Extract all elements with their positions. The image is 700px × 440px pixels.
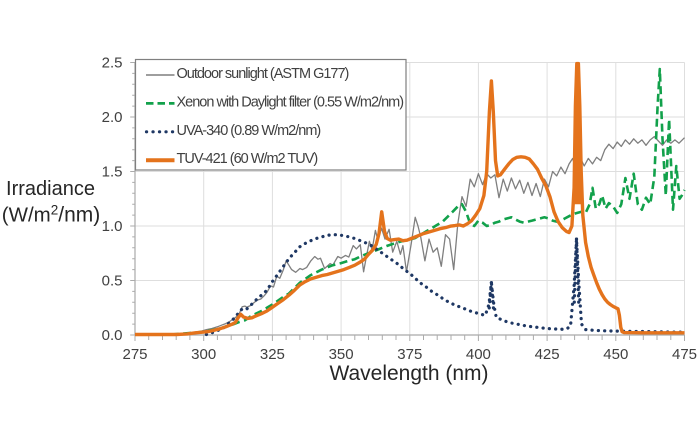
svg-text:275: 275 xyxy=(122,346,147,363)
svg-text:1.5: 1.5 xyxy=(102,164,123,181)
svg-text:Xenon with Daylight filter (0.: Xenon with Daylight filter (0.55 W/m2/nm… xyxy=(177,94,404,110)
svg-text:475: 475 xyxy=(672,346,697,363)
svg-text:UVA-340 (0.89 W/m2/nm): UVA-340 (0.89 W/m2/nm) xyxy=(177,123,321,139)
svg-text:Wavelength (nm): Wavelength (nm) xyxy=(329,362,488,385)
svg-text:0.0: 0.0 xyxy=(102,327,123,344)
svg-text:TUV-421 (60 W/m2 TUV): TUV-421 (60 W/m2 TUV) xyxy=(177,151,318,167)
svg-text:325: 325 xyxy=(260,346,285,363)
svg-text:Irradiance: Irradiance xyxy=(6,178,95,200)
svg-text:Outdoor sunlight (ASTM G177): Outdoor sunlight (ASTM G177) xyxy=(177,66,349,82)
svg-text:1.0: 1.0 xyxy=(102,218,123,235)
svg-text:300: 300 xyxy=(191,346,216,363)
svg-text:450: 450 xyxy=(603,346,628,363)
svg-text:425: 425 xyxy=(535,346,560,363)
svg-text:(W/m2/nm): (W/m2/nm) xyxy=(2,203,100,227)
svg-text:0.5: 0.5 xyxy=(102,273,123,290)
svg-text:2.0: 2.0 xyxy=(102,109,123,126)
svg-text:400: 400 xyxy=(466,346,491,363)
svg-text:350: 350 xyxy=(329,346,354,363)
svg-text:2.5: 2.5 xyxy=(102,55,123,72)
svg-text:375: 375 xyxy=(397,346,422,363)
